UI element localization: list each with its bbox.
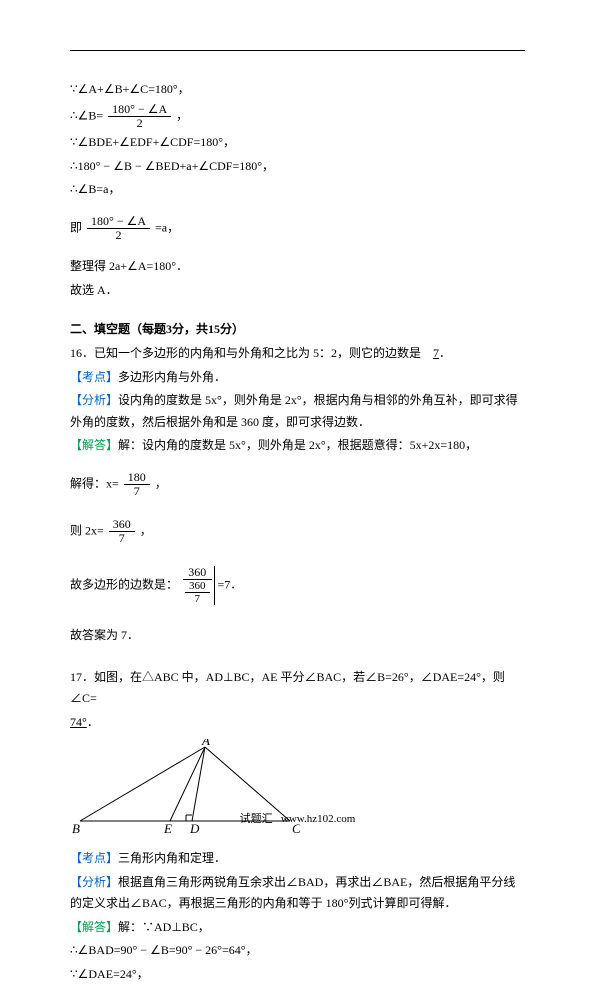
fx-label-2: 【分析】 [70,875,118,889]
q16-then-post: ， [140,524,152,538]
b1-l6-post: =a， [155,220,179,234]
q17-kd-text: 三角形内角和定理． [118,851,226,865]
b1-l1: ∵∠A+∠B+∠C=180°， [70,79,525,101]
q17-kd: 【考点】三角形内角和定理． [70,848,525,870]
q17-pre: 17．如图，在△ABC 中，AD⊥BC，AE 平分∠BAC，若∠B=26°，∠D… [70,670,505,706]
q16-text: 16．已知一个多边形的内角和与外角和之比为 5：2，则它的边数是 [70,346,433,360]
q16-then-den: 7 [109,532,135,545]
q16-poly-bot: 7 [185,593,210,605]
top-rule [70,50,525,51]
q16-solve: 解得：x= 180 7 ， [70,471,525,498]
q16-fx-text: 设内角的度数是 5x°，则外角是 2x°，根据内角与相邻的外角互补，即可求得外角… [70,393,518,429]
q16-solve-num: 180 [124,471,150,485]
b1-l2-den: 2 [108,117,171,130]
b1-l2-pre: ∴∠B= [70,108,103,122]
q17-jd2: ∴∠BAD=90° − ∠B=90° − 26°=64°， [70,940,525,962]
q16-fx: 【分析】设内角的度数是 5x°，则外角是 2x°，根据内角与相邻的外角互补，即可… [70,390,525,433]
q16-kd: 【考点】多边形内角与外角． [70,367,525,389]
q17: 17．如图，在△ABC 中，AD⊥BC，AE 平分∠BAC，若∠B=26°，∠D… [70,667,525,710]
jd-label: 【解答】 [70,438,118,452]
q16-poly-pre: 故多边形的边数是： [70,577,178,591]
q17-fx: 【分析】根据直角三角形两锐角互余求出∠BAD，再求出∠BAE，然后根据角平分线的… [70,872,525,915]
q16-poly-post: =7． [218,577,243,591]
section2-head: 二、填空题（每题3分，共15分） [70,319,525,341]
kd-label-2: 【考点】 [70,851,118,865]
q17-jd1: 【解答】解：∵AD⊥BC， [70,917,525,939]
b1-l3: ∵∠BDE+∠EDF+∠CDF=180°， [70,132,525,154]
footer-url: www.hz102.com [281,813,355,825]
q17-ans: 74° [70,715,87,729]
q16-solve-pre: 解得：x= [70,476,119,490]
b1-l8: 故选 A． [70,280,525,302]
q17-fx-text: 根据直角三角形两锐角互余求出∠BAD，再求出∠BAE，然后根据角平分线的定义求出… [70,875,515,911]
b1-l6-frac: 180° − ∠A 2 [85,215,152,242]
q16-jd-text: 解：设内角的度数是 5x°，则外角是 2x°，根据题意得：5x+2x=180， [118,438,477,452]
q16-poly-top: 360 [183,566,212,580]
fx-label: 【分析】 [70,393,118,407]
q16-poly-mid: 360 [185,580,210,593]
b1-l2: ∴∠B= 180° − ∠A 2 ， [70,103,525,130]
b1-l2-num: 180° − ∠A [108,103,171,117]
footer-label: 试题汇 [240,813,273,825]
b1-l6: 即 180° − ∠A 2 =a， [70,215,525,242]
q16-jd: 【解答】解：设内角的度数是 5x°，则外角是 2x°，根据题意得：5x+2x=1… [70,435,525,457]
q16-solve-frac: 180 7 [122,471,152,498]
q17-jd3: ∵∠DAE=24°， [70,964,525,986]
b1-l2-frac: 180° − ∠A 2 [106,103,173,130]
q17-ansline: 74°． [70,712,525,734]
b1-l5: ∴∠B=a， [70,179,525,201]
b1-l4: ∴180° − ∠B − ∠BED+a+∠CDF=180°， [70,156,525,178]
svg-text:A: A [201,739,210,748]
b1-l2-post: ， [176,108,188,122]
q16-poly: 故多边形的边数是： 360 360 7 =7． [70,566,525,605]
q16-answer: 故答案为 7． [70,625,525,647]
jd-label-2: 【解答】 [70,920,118,934]
q16-then: 则 2x= 360 7 ， [70,518,525,545]
b1-l7: 整理得 2a+∠A=180°． [70,256,525,278]
q16-solve-den: 7 [124,485,150,498]
b1-l6-den: 2 [87,229,150,242]
q16-then-num: 360 [109,518,135,532]
q16-poly-frac: 360 360 7 [181,566,215,605]
footer: 试题汇 www.hz102.com [0,810,595,830]
b1-l6-pre: 即 [70,220,82,234]
q16-then-pre: 则 2x= [70,524,104,538]
q16-kd-text: 多边形内角与外角． [118,370,226,384]
q16: 16．已知一个多边形的内角和与外角和之比为 5：2，则它的边数是 7． [70,343,525,365]
q17-post: ． [87,715,99,729]
q16-then-frac: 360 7 [107,518,137,545]
q16-end: ． [439,346,451,360]
b1-l6-num: 180° − ∠A [87,215,150,229]
kd-label: 【考点】 [70,370,118,384]
q16-solve-post: ， [155,476,167,490]
q17-jd1-text: 解：∵AD⊥BC， [118,920,210,934]
